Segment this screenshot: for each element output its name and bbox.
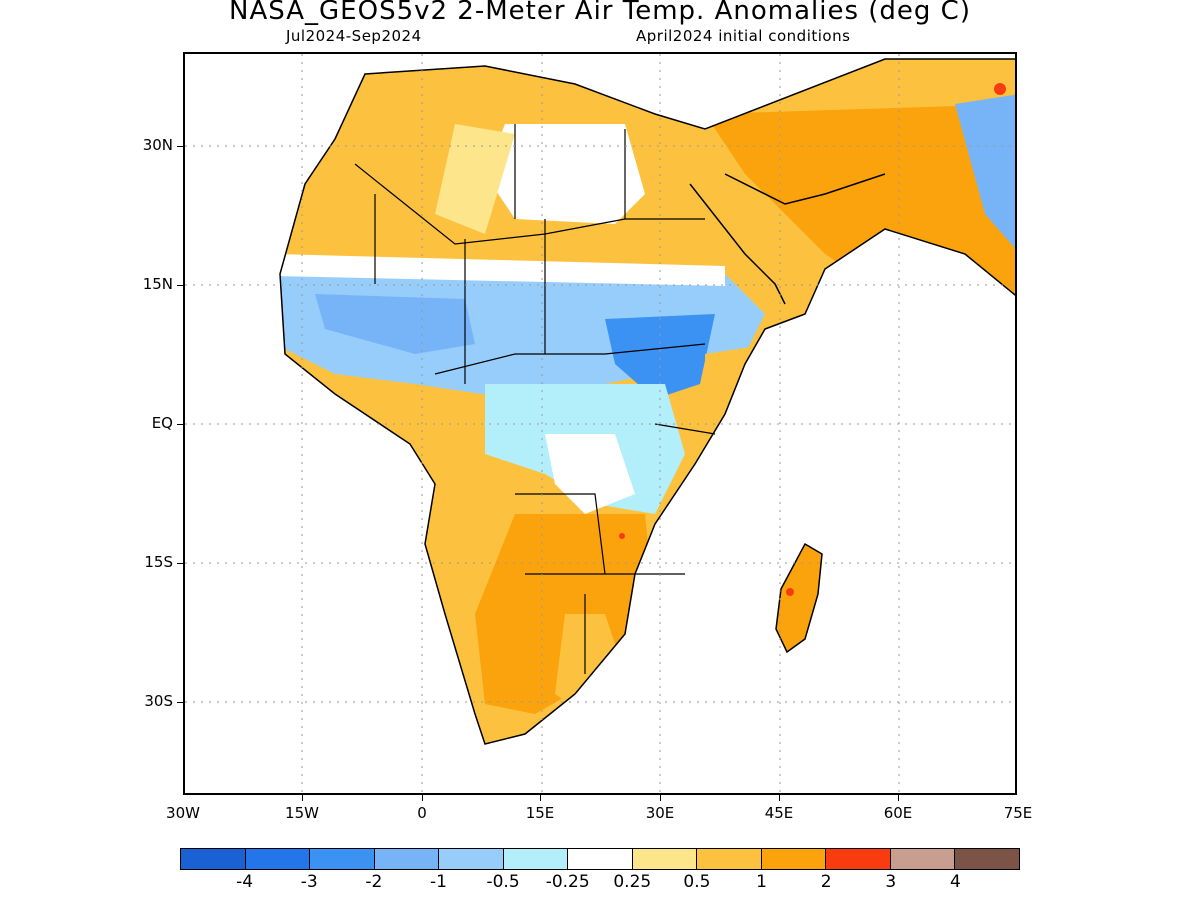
lon-label-45e: 45E — [764, 804, 794, 822]
colorbar-swatch — [503, 849, 569, 869]
lat-tick — [177, 563, 183, 564]
colorbar-swatch — [632, 849, 698, 869]
colorbar-label: 4 — [949, 872, 961, 892]
forecast-period: Jul2024-Sep2024 — [286, 27, 422, 45]
map-title: NASA_GEOS5v2 2-Meter Air Temp. Anomalies… — [229, 0, 971, 26]
lon-label-60e: 60E — [883, 804, 913, 822]
lon-tick — [540, 795, 541, 801]
lon-label-15e: 15E — [525, 804, 555, 822]
lon-tick — [302, 795, 303, 801]
colorbar-swatch — [310, 849, 375, 869]
lat-label-15n: 15N — [142, 275, 173, 293]
lat-label-eq: EQ — [151, 414, 173, 432]
colorbar-label: -4 — [236, 872, 254, 892]
anomaly-map — [185, 54, 1015, 793]
colorbar-label: 0.25 — [613, 872, 652, 892]
colorbar-label: -1 — [429, 872, 447, 892]
colorbar-swatch — [374, 849, 440, 869]
initial-conditions: April2024 initial conditions — [636, 27, 851, 45]
lon-label-30w: 30W — [166, 804, 200, 822]
lat-label-30s: 30S — [144, 692, 173, 710]
colorbar-label: 3 — [885, 872, 897, 892]
colorbar-label: 1 — [756, 872, 767, 892]
map-panel — [183, 52, 1017, 795]
colorbar — [180, 848, 1020, 870]
colorbar-swatch — [826, 849, 891, 869]
colorbar-swatch — [761, 849, 827, 869]
colorbar-label: -3 — [300, 872, 318, 892]
lat-label-30n: 30N — [142, 136, 173, 154]
colorbar-swatch — [245, 849, 311, 869]
colorbar-swatch — [697, 849, 762, 869]
colorbar-label: -0.25 — [545, 872, 590, 892]
lon-tick — [660, 795, 661, 801]
lon-label-30e: 30E — [645, 804, 675, 822]
colorbar-label: 0.5 — [683, 872, 711, 892]
colorbar-swatch — [181, 849, 246, 869]
colorbar-label: -0.5 — [486, 872, 520, 892]
colorbar-label: -2 — [365, 872, 383, 892]
lat-tick — [177, 424, 183, 425]
lon-tick — [898, 795, 899, 801]
lat-tick — [177, 146, 183, 147]
colorbar-swatch — [439, 849, 504, 869]
lon-tick — [779, 795, 780, 801]
lon-label-0: 0 — [417, 804, 427, 822]
lon-tick — [422, 795, 423, 801]
lat-label-15s: 15S — [144, 553, 173, 571]
colorbar-swatch — [568, 849, 633, 869]
lat-lon-grid — [185, 54, 1015, 793]
lat-tick — [177, 702, 183, 703]
colorbar-swatch — [955, 849, 1019, 869]
colorbar-swatch — [890, 849, 956, 869]
lon-label-75e: 75E — [1003, 804, 1033, 822]
lon-label-15w: 15W — [285, 804, 319, 822]
lat-tick — [177, 285, 183, 286]
colorbar-label: 2 — [820, 872, 832, 892]
